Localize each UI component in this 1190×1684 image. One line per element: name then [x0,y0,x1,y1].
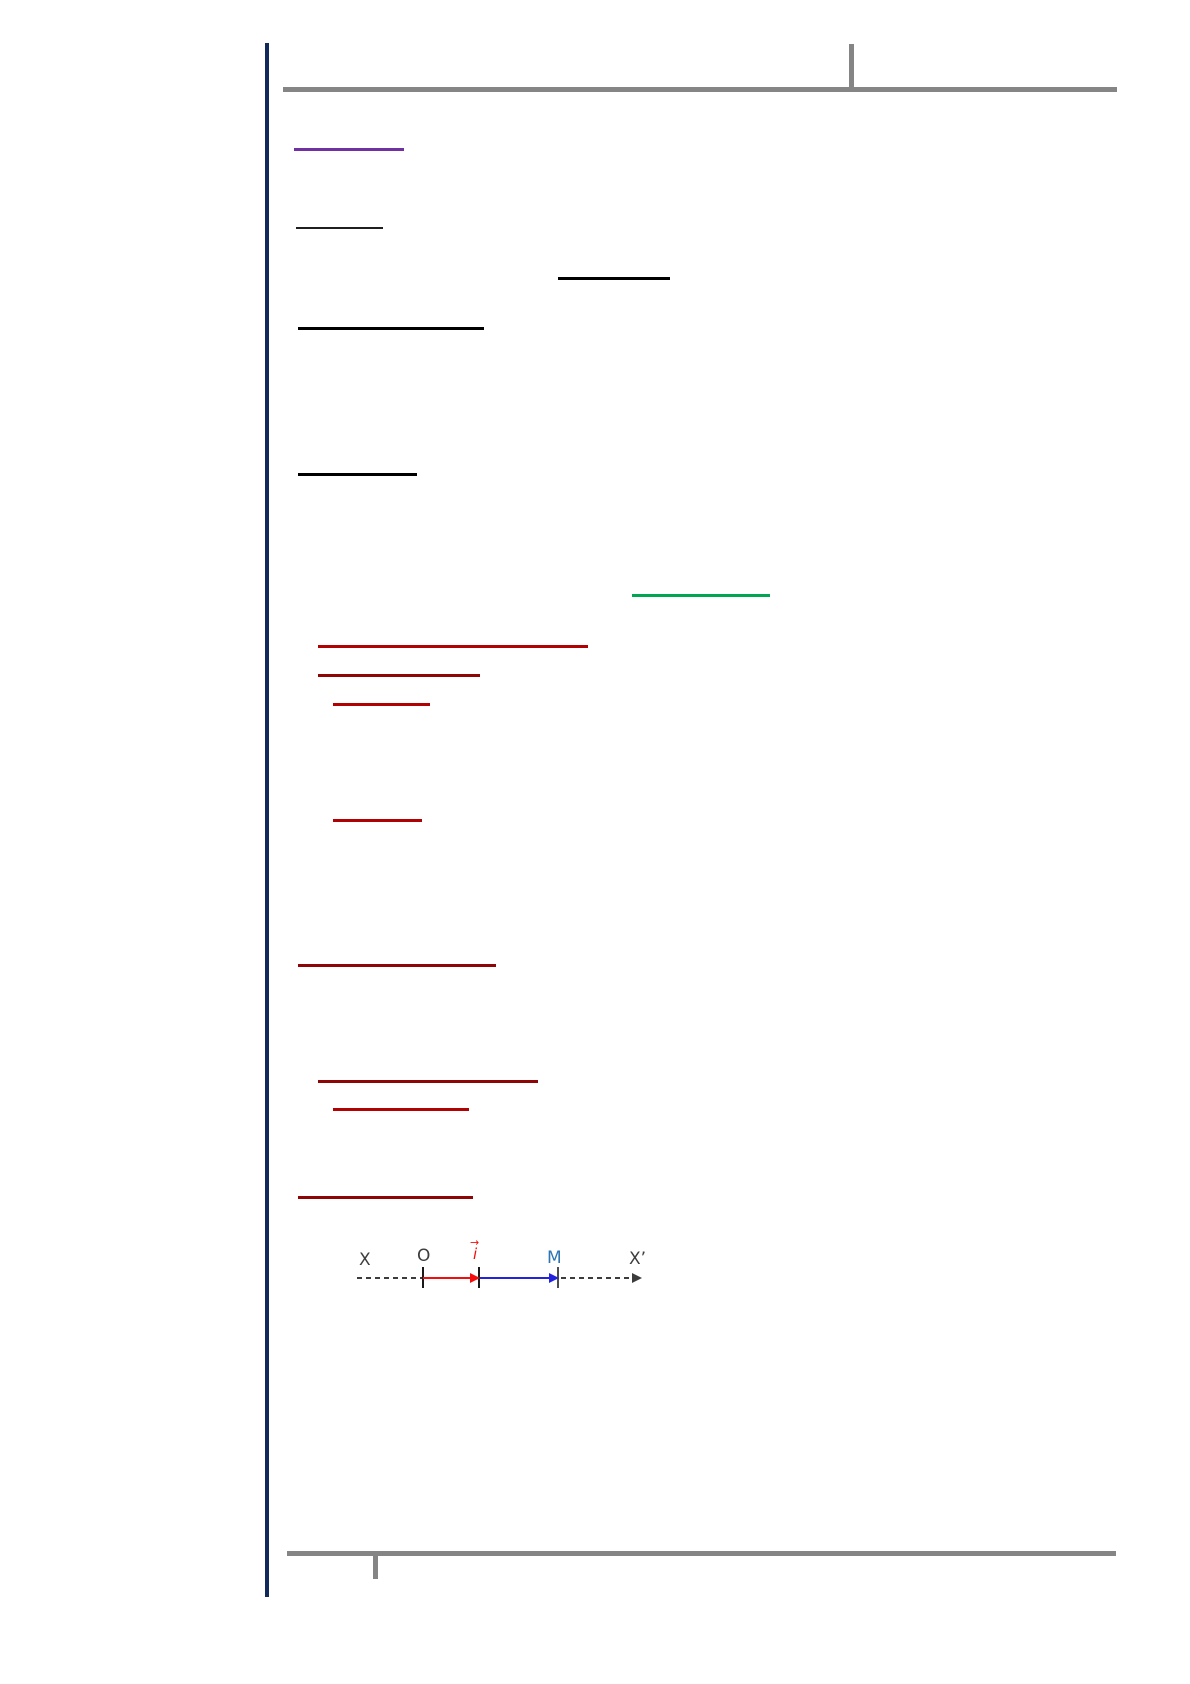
header-rule [283,87,1117,92]
underline-black-3 [298,473,417,476]
left-margin-line [265,43,269,1597]
underline-red-5 [298,964,496,967]
underline-red-7 [333,1108,469,1111]
underline-red-1 [318,645,588,648]
underline-black-thin [296,227,383,229]
origin-label: O [417,1246,431,1266]
om-vector-arrow [480,1277,550,1279]
footer-tick [373,1556,378,1579]
underline-red-6 [318,1080,538,1083]
underline-black-2 [298,327,484,330]
underline-red-2 [318,674,480,677]
axis-label-x: X [359,1250,371,1270]
footer-rule [287,1551,1116,1556]
underline-green [632,594,770,597]
unit-vector-letter: i [473,1245,478,1263]
underline-red-3 [333,703,430,706]
unit-vector-arrowhead-icon [470,1273,480,1283]
underline-red-8 [298,1196,473,1199]
underline-black-1 [558,277,670,280]
underline-purple [294,148,404,151]
header-tick [849,44,854,88]
axis-arrow-icon [632,1273,642,1283]
om-vector-arrowhead-icon [549,1273,559,1283]
vector-arrow-icon: → [470,1236,480,1249]
point-m-label: M [547,1248,562,1268]
unit-vector-label: → i [470,1237,479,1263]
unit-vector-arrow [423,1277,471,1279]
axis-dashed-segment-right [561,1277,633,1279]
underline-red-4 [333,819,422,822]
axis-label-x-prime: X’ [629,1249,647,1269]
axis-dashed-segment-left [357,1277,422,1279]
